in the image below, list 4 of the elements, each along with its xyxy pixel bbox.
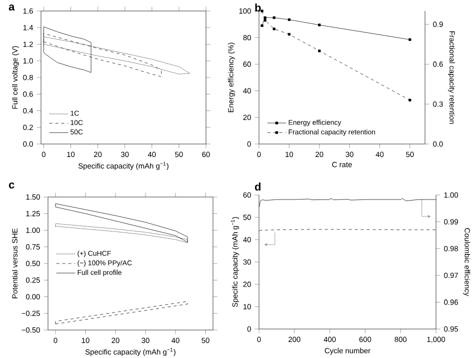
chart-title: d [254,182,260,191]
chart-title: c [8,182,14,189]
chart-title: b [255,4,261,12]
chart-title: a [8,4,15,11]
